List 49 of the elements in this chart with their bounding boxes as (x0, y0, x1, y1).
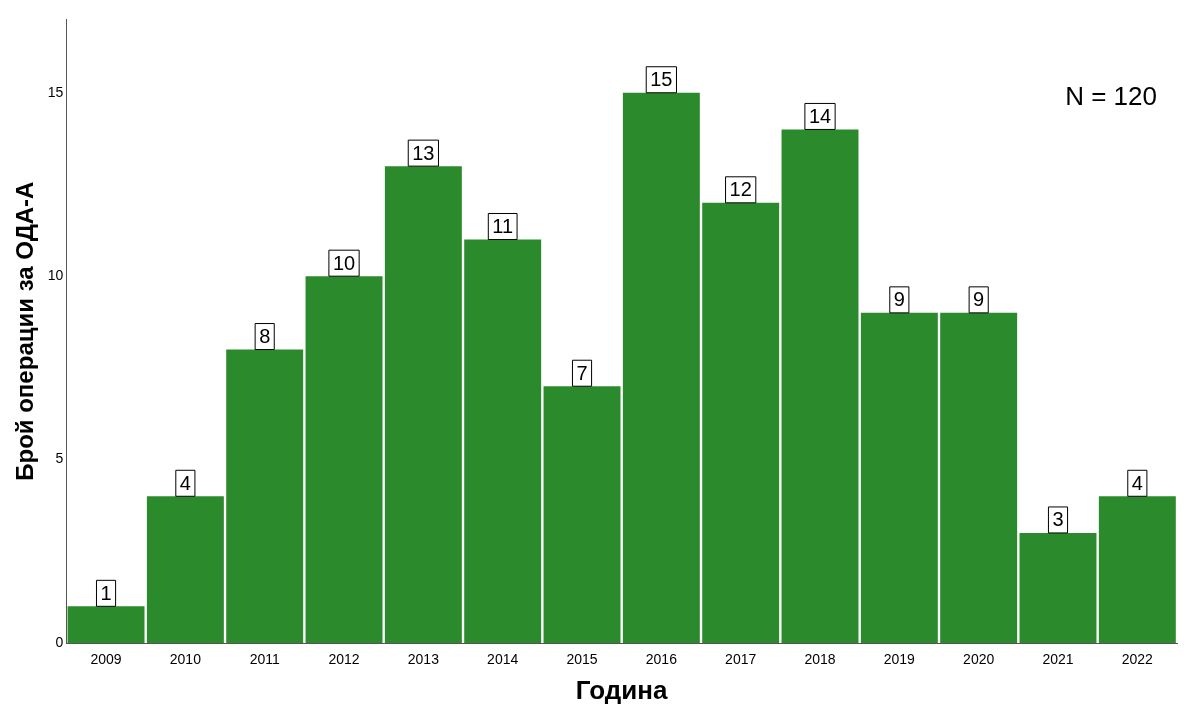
x-tick-label: 2018 (804, 651, 836, 668)
data-label: 4 (179, 471, 191, 494)
y-tick-label: 0 (55, 633, 64, 650)
x-tick-label: 2019 (883, 651, 916, 668)
data-label: 1 (100, 581, 112, 604)
bar (146, 496, 224, 643)
data-label: 8 (259, 325, 271, 348)
data-label: 3 (1052, 508, 1064, 531)
data-label: 11 (492, 215, 514, 238)
x-tick-label: 2011 (249, 651, 280, 668)
bar (543, 386, 621, 643)
y-tick-label: 5 (55, 450, 64, 467)
bar (305, 276, 383, 643)
x-tick-label: 2021 (1042, 651, 1074, 668)
annotation: N = 120 (1065, 80, 1157, 111)
data-label: 10 (332, 251, 356, 274)
bar (464, 239, 542, 643)
bar (940, 312, 1018, 643)
bar (384, 166, 462, 643)
bar (1019, 532, 1097, 643)
x-tick-label: 2010 (169, 651, 202, 668)
bar (781, 129, 859, 643)
x-tick-label: 2009 (90, 651, 122, 668)
x-tick-label: 2014 (487, 651, 519, 668)
bar (622, 92, 700, 643)
y-axis-title: Брой операции за ОДА-А (11, 181, 39, 481)
bar (860, 312, 938, 643)
y-tick-label: 10 (47, 267, 64, 284)
data-label: 9 (973, 288, 985, 311)
x-axis-title: Година (575, 674, 669, 705)
data-label: 7 (576, 361, 588, 384)
data-label: 12 (729, 178, 752, 201)
bar (67, 606, 145, 643)
y-tick-label: 15 (47, 83, 64, 100)
x-tick-label: 2017 (725, 651, 757, 668)
bar (1098, 496, 1176, 643)
bar (226, 349, 304, 643)
data-label: 4 (1131, 471, 1143, 494)
x-tick-label: 2012 (328, 651, 360, 668)
x-tick-label: 2016 (645, 651, 678, 668)
data-label: 15 (650, 68, 673, 91)
data-label: 13 (412, 141, 435, 164)
data-label: 14 (808, 104, 832, 127)
bar (702, 202, 780, 643)
x-tick-label: 2013 (407, 651, 440, 668)
data-label: 9 (893, 288, 905, 311)
x-tick-label: 2022 (1121, 651, 1154, 668)
x-tick-label: 2020 (963, 651, 995, 668)
x-tick-label: 2015 (566, 651, 598, 668)
